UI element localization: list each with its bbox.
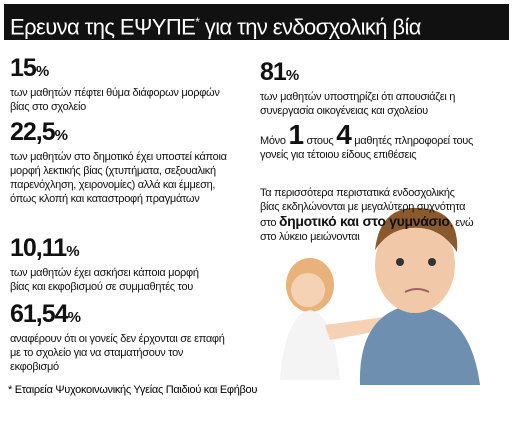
boy-mouth (404, 288, 430, 293)
stat: 81% των μαθητών υποστηρίζει ότι απουσιάζε… (260, 58, 475, 118)
girl-body (280, 310, 340, 380)
boy-eye (396, 258, 404, 266)
number: 22,5 (10, 118, 56, 146)
stat: 10,11% των μαθητών έχει ασκήσει κάποια μο… (10, 234, 220, 294)
stat-number: 81% (260, 58, 475, 90)
number: 10,11 (10, 234, 67, 262)
stat-number: 15% (10, 54, 235, 86)
note-pre: στο (260, 217, 277, 229)
stat-number: 10,11% (10, 234, 220, 266)
stat: 15% των μαθητών πέφτει θύμα διάφορων μορφ… (10, 54, 235, 114)
number: 15 (10, 54, 37, 82)
unit: % (285, 67, 299, 84)
note: Τα περισσότερα περιστατικά ενδοσχολικής … (260, 186, 475, 244)
ratio-mid: στους (306, 135, 334, 147)
stat: 61,54% αναφέρουν ότι οι γονείς δεν έρχοντ… (10, 300, 230, 374)
ratio-pre: Μόνο (260, 135, 286, 147)
boy-body (359, 305, 480, 385)
ratio-post: μαθητές πληροφορεί τους γονείς για τέτοι… (260, 135, 474, 161)
unit: % (35, 63, 49, 80)
stat-text: αναφέρουν ότι οι γονείς δεν έρχονται σε … (10, 333, 225, 373)
stat-text: των μαθητών πέφτει θύμα διάφορων μορφών … (10, 87, 220, 113)
title: Ερευνα της ΕΨΥΠΕ (10, 14, 196, 40)
boy-hair (375, 207, 458, 252)
boy-eye (428, 258, 436, 266)
girl-face (291, 273, 325, 307)
stat: 22,5% των μαθητών στο δημοτικό έχει υποστ… (10, 118, 235, 206)
note-bold: δημοτικό και στο γυμνάσιο (278, 213, 450, 229)
number: 81 (260, 58, 287, 86)
note-post: , ενώ στο λύκειο μειώνονται (260, 217, 474, 243)
stat-text: των μαθητών έχει ασκήσει κάποια μορφή βί… (10, 267, 199, 293)
photo (280, 207, 480, 385)
stat-text: των μαθητών στο δημοτικό έχει υποστεί κά… (10, 151, 227, 205)
header: Ερευνα της ΕΨΥΠΕ* για την ενδοσχολική βί… (4, 4, 509, 40)
ratio-a: 1 (288, 119, 304, 150)
footnote: * Εταιρεία Ψυχοκοινωνικής Υγείας Παιδιού… (8, 384, 258, 396)
title-mark: * (195, 15, 200, 29)
unit: % (66, 243, 79, 260)
ratio-b: 4 (336, 119, 352, 150)
stat-text: των μαθητών υποστηρίζει ότι απουσιάζει η… (260, 91, 456, 117)
number: 61,54 (10, 300, 69, 328)
title-rest: για την ενδοσχολική βία (199, 14, 422, 40)
unit: % (67, 309, 81, 326)
note-text: Τα περισσότερα περιστατικά ενδοσχολικής … (260, 187, 466, 213)
stat-number: 61,54% (10, 300, 230, 332)
stat-number: 22,5% (10, 118, 235, 150)
boy-face (375, 217, 455, 313)
ratio: Μόνο 1 στους 4 μαθητές πληροφορεί τους γ… (260, 121, 500, 162)
unit: % (54, 127, 68, 144)
